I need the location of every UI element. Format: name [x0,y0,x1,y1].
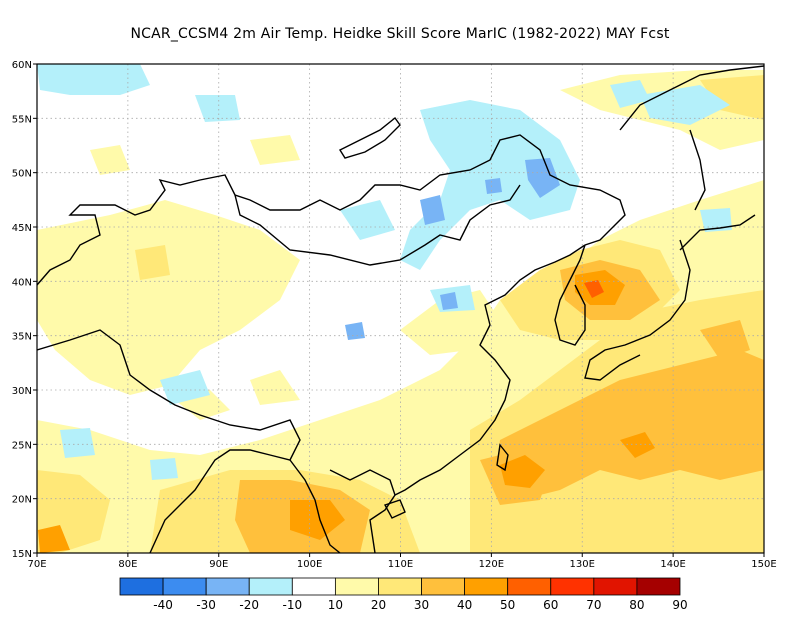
colorbar-swatch [636,577,681,596]
colorbar-swatch [507,577,552,596]
colorbar-label: 90 [672,598,687,612]
lat-tick-label: 55N [12,114,32,125]
colorbar-label: -10 [283,598,303,612]
lat-tick-label: 35N [12,332,32,343]
colorbar-label: 60 [543,598,558,612]
lat-tick-label: 15N [12,549,32,560]
lon-tick-label: 120E [479,559,504,570]
shade-neg20-neg30 [345,158,560,340]
colorbar-swatch [464,577,509,596]
lat-tick-label: 20N [12,495,32,506]
shade-40-50 [38,270,655,553]
colorbar-label: 50 [500,598,515,612]
lon-tick-label: 130E [570,559,595,570]
colorbar-swatch [205,577,250,596]
lon-tick-label: 90E [209,559,228,570]
lat-tick-label: 30N [12,386,32,397]
colorbar-label: 20 [371,598,386,612]
colorbar: -40 -30 -20 -10 10 20 30 40 50 60 70 80 90 [119,577,688,612]
coastlines-borders [37,65,764,553]
graticule [37,64,764,553]
lon-tick-label: 110E [388,559,413,570]
lat-tick-label: 50N [12,169,32,180]
colorbar-swatch [334,577,379,596]
lat-tick-label: 60N [12,60,32,71]
colorbar-swatch [593,577,638,596]
colorbar-label: 70 [586,598,601,612]
colorbar-label: -30 [196,598,216,612]
map-axes: 70E 80E 90E 100E 110E 120E 130E 140E 150E 15N 20N 2… [12,60,777,570]
lat-tick-label: 25N [12,440,32,451]
colorbar-label: 10 [328,598,343,612]
colorbar-label: -40 [153,598,173,612]
lon-tick-label: 150E [751,559,776,570]
lon-tick-label: 140E [660,559,685,570]
colorbar-label: -20 [239,598,259,612]
colorbar-label: 30 [414,598,429,612]
colorbar-swatch [378,577,422,596]
lat-tick-label: 45N [12,223,32,234]
colorbar-label: 40 [457,598,472,612]
figure-title: NCAR_CCSM4 2m Air Temp. Heidke Skill Sco… [130,26,670,42]
lon-tick-label: 100E [297,559,322,570]
colorbar-swatch [162,577,207,596]
colorbar-swatch [421,577,466,596]
colorbar-swatch [550,577,595,596]
colorbar-swatch [119,577,164,596]
colorbar-swatch [291,577,336,596]
colorbar-swatch [248,577,293,596]
shade-50-60 [584,280,604,298]
lon-tick-label: 80E [118,559,137,570]
lon-tick-label: 70E [27,559,46,570]
colorbar-label: 80 [629,598,644,612]
lat-tick-label: 40N [12,277,32,288]
